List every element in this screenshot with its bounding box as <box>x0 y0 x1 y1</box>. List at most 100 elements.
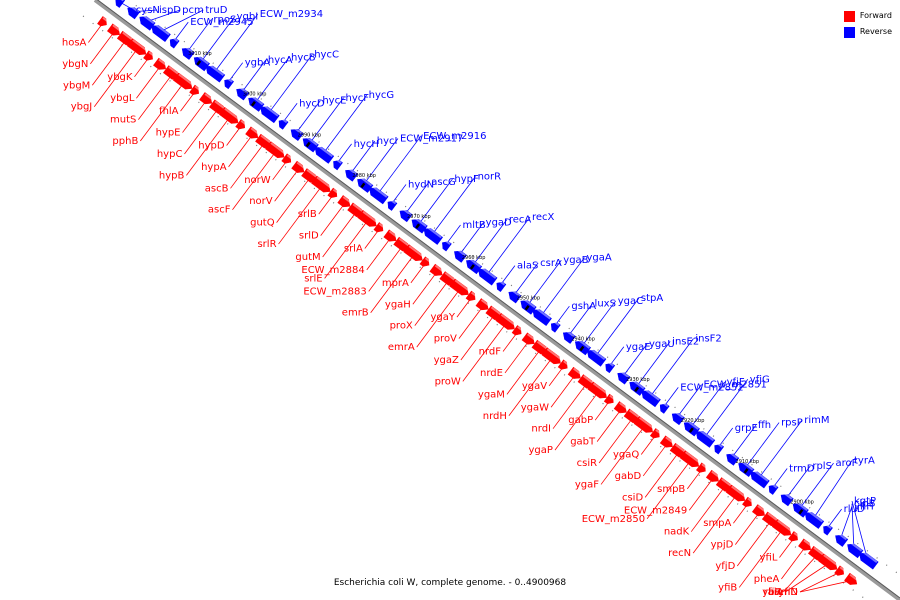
gene-label: ygbI <box>237 12 259 23</box>
gene-grpE <box>714 442 725 455</box>
gene-ybgJ <box>126 38 148 56</box>
leader-csiD <box>644 451 680 498</box>
leader-hycG <box>322 94 367 154</box>
leader-ygbI <box>200 16 235 63</box>
leader-stpA <box>594 297 640 357</box>
gene-ECW_m2852 <box>659 401 670 414</box>
gene-ECW_m2849 <box>705 469 721 482</box>
leader-gutM <box>322 211 358 258</box>
leader-yfjG <box>703 379 749 439</box>
gene-label: ECW_m2883 <box>303 286 366 297</box>
genome-axis <box>82 0 900 600</box>
leader-truD <box>159 9 204 33</box>
gene-label: bamD <box>768 587 798 598</box>
leader-kgtP <box>851 500 868 560</box>
leader-rimM <box>758 419 803 479</box>
leader-mutS <box>138 73 173 120</box>
gene-hypD <box>235 119 247 130</box>
gene-label: ascF <box>208 205 231 216</box>
gene-label: clpB <box>854 499 876 510</box>
gene-label: yfjD <box>715 561 735 572</box>
tick-label: 2990 kbp <box>298 132 322 138</box>
tick-mark <box>415 223 421 229</box>
leader-ECW_m2884 <box>366 236 392 271</box>
gene-label: smpA <box>703 518 731 529</box>
gene-emrB <box>403 244 425 262</box>
gene-gabP <box>603 393 616 405</box>
gene-label: alaS <box>517 261 538 272</box>
gene-label: norW <box>244 175 271 186</box>
gene-label: ygaF <box>575 479 599 490</box>
forward-swatch <box>843 10 855 22</box>
gene-cysN <box>115 0 126 8</box>
leader-recN <box>692 494 738 554</box>
gene-label: csiR <box>577 458 597 469</box>
gene-csrA <box>508 289 522 304</box>
gene-label: pheA <box>754 574 780 585</box>
gene-label: mprA <box>382 278 409 289</box>
tick-label: 3000 kbp <box>243 92 267 98</box>
gene-mprA <box>419 256 431 267</box>
gene-ygbA <box>224 77 235 90</box>
gene-norV <box>291 160 306 173</box>
leader-yfiB <box>738 528 784 588</box>
leader-ECW_m2851 <box>676 384 702 418</box>
legend-forward: Forward <box>843 8 892 24</box>
gene-label: ybgL <box>110 93 135 104</box>
gene-label: rplS <box>812 461 832 472</box>
gene-label: ygaV <box>522 381 547 392</box>
gene-luxS <box>562 329 576 344</box>
leader-ygaP <box>554 391 599 451</box>
gene-label: trmD <box>789 464 815 475</box>
gene-ygaU <box>617 370 631 385</box>
gene-norR <box>423 225 443 245</box>
leader-luxS <box>567 303 593 337</box>
gene-label: raiA <box>763 587 783 598</box>
leader-ypjD <box>735 511 761 545</box>
leader-ygaW <box>550 374 576 408</box>
gene-label: ffh <box>758 420 771 431</box>
gene-recA <box>466 257 483 275</box>
gene-label: ECW_m2849 <box>624 505 687 516</box>
leader-emrB <box>370 253 415 313</box>
gene-hycH <box>333 158 343 171</box>
gene-ascF <box>265 141 287 159</box>
leader-pcm <box>145 9 181 23</box>
gene-label: ascG <box>431 177 456 188</box>
gene-label: srlA <box>344 243 363 254</box>
gene-smpB <box>696 462 708 473</box>
tick-mark <box>798 508 804 515</box>
gene-ypjD <box>751 504 767 517</box>
gene-label: emrB <box>342 308 369 319</box>
gene-ECW_m2884 <box>383 229 398 242</box>
tick-mark <box>469 264 475 270</box>
gene-label: smpB <box>657 484 685 495</box>
gene-label: pcm <box>182 5 204 16</box>
gene-label: fhlA <box>159 106 179 117</box>
gene-label: csrA <box>540 258 562 269</box>
gene-nrdF <box>511 325 524 336</box>
gene-ECW_m2945 <box>169 36 180 49</box>
leader-ygaC <box>581 300 617 347</box>
gene-ascG <box>399 208 413 223</box>
leader-yfiR <box>783 554 818 593</box>
gene-label: ygaW <box>521 402 549 413</box>
strand-legend: Forward Reverse <box>843 8 892 40</box>
gene-label: nrdE <box>480 368 503 379</box>
leader-csrA <box>513 262 539 297</box>
legend-reverse: Reverse <box>843 24 892 40</box>
leader-aroF <box>799 462 834 510</box>
axis-highlight <box>96 0 900 599</box>
tick-mark <box>196 60 202 66</box>
gene-label: ygaC <box>618 296 643 307</box>
leader-ybgN <box>90 30 116 65</box>
leader-norV <box>274 168 300 202</box>
gene-hypE <box>199 92 214 105</box>
reverse-gene-track <box>115 0 879 570</box>
gene-label: hycA <box>268 55 293 66</box>
gene-hycB <box>248 95 265 112</box>
leader-proX <box>414 279 450 326</box>
gene-label: ybgM <box>63 80 90 91</box>
gene-hosA <box>97 16 109 27</box>
gene-label: hycC <box>314 50 339 61</box>
